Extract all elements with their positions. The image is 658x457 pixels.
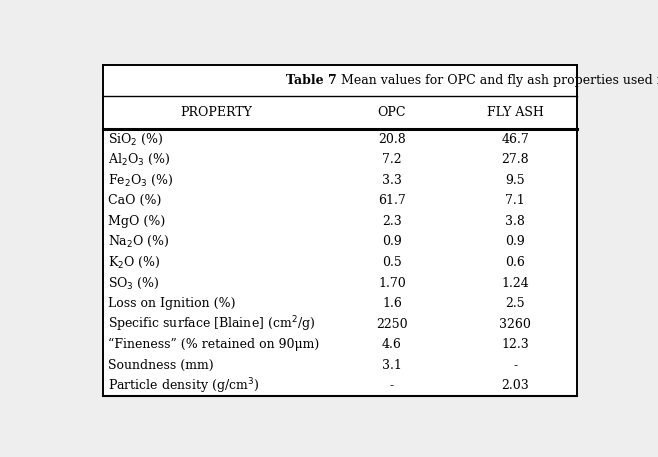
Text: 61.7: 61.7: [378, 194, 406, 207]
Text: Specific surface [Blaine] (cm$^2$/g): Specific surface [Blaine] (cm$^2$/g): [108, 314, 315, 334]
Text: Soundness (mm): Soundness (mm): [108, 359, 213, 372]
Text: 1.6: 1.6: [382, 297, 402, 310]
Text: Loss on Ignition (%): Loss on Ignition (%): [108, 297, 236, 310]
Text: -: -: [513, 359, 517, 372]
Text: 7.2: 7.2: [382, 153, 402, 166]
Text: 3260: 3260: [499, 318, 531, 331]
Text: 0.9: 0.9: [382, 235, 402, 249]
Text: Fe$_2$O$_3$ (%): Fe$_2$O$_3$ (%): [108, 173, 173, 188]
Text: 2.5: 2.5: [505, 297, 525, 310]
Text: 4.6: 4.6: [382, 338, 402, 351]
Text: 27.8: 27.8: [501, 153, 529, 166]
Text: Table 7: Table 7: [286, 74, 338, 87]
Text: 0.6: 0.6: [505, 256, 525, 269]
Text: “Fineness” (% retained on 90μm): “Fineness” (% retained on 90μm): [108, 338, 319, 351]
Text: 0.5: 0.5: [382, 256, 402, 269]
Text: 3.1: 3.1: [382, 359, 402, 372]
Text: Particle density (g/cm$^3$): Particle density (g/cm$^3$): [108, 376, 259, 396]
Text: 1.24: 1.24: [501, 276, 529, 290]
Text: 3.3: 3.3: [382, 174, 402, 186]
Text: 46.7: 46.7: [501, 133, 529, 145]
Text: CaO (%): CaO (%): [108, 194, 161, 207]
Text: 12.3: 12.3: [501, 338, 529, 351]
Text: 2.03: 2.03: [501, 379, 529, 393]
Text: 3.8: 3.8: [505, 215, 525, 228]
Text: 0.9: 0.9: [505, 235, 525, 249]
Text: FLY ASH: FLY ASH: [487, 106, 544, 119]
Text: MgO (%): MgO (%): [108, 215, 165, 228]
Text: Mean values for OPC and fly ash properties used in High Marnham project: Mean values for OPC and fly ash properti…: [338, 74, 658, 87]
Text: SO$_3$ (%): SO$_3$ (%): [108, 276, 159, 291]
Text: OPC: OPC: [378, 106, 406, 119]
Text: 2.3: 2.3: [382, 215, 402, 228]
Text: K$_2$O (%): K$_2$O (%): [108, 255, 160, 270]
Text: Na$_2$O (%): Na$_2$O (%): [108, 234, 169, 250]
Text: Al$_2$O$_3$ (%): Al$_2$O$_3$ (%): [108, 152, 170, 167]
Text: PROPERTY: PROPERTY: [180, 106, 253, 119]
Text: 7.1: 7.1: [505, 194, 525, 207]
Text: 20.8: 20.8: [378, 133, 406, 145]
Text: 2250: 2250: [376, 318, 408, 331]
Text: -: -: [390, 379, 394, 393]
Text: SiO$_2$ (%): SiO$_2$ (%): [108, 132, 163, 147]
Text: 9.5: 9.5: [505, 174, 525, 186]
Text: 1.70: 1.70: [378, 276, 406, 290]
